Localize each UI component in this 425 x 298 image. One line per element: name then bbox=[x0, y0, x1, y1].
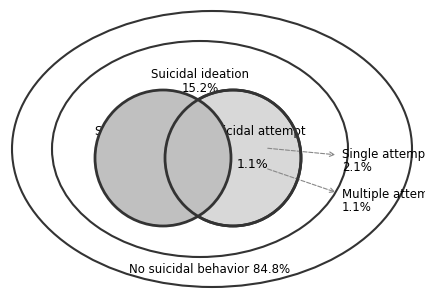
Text: 1.1%: 1.1% bbox=[342, 201, 372, 214]
Circle shape bbox=[165, 90, 301, 226]
Circle shape bbox=[95, 90, 231, 226]
Text: 1.2%: 1.2% bbox=[127, 158, 159, 171]
Text: 1.1%: 1.1% bbox=[237, 158, 269, 171]
Text: 2.1%: 2.1% bbox=[342, 161, 372, 174]
Text: Suicidal attempt: Suicidal attempt bbox=[208, 125, 306, 138]
Ellipse shape bbox=[12, 11, 412, 287]
Text: No suicidal behavior 84.8%: No suicidal behavior 84.8% bbox=[130, 263, 291, 276]
Text: Suicidal ideation: Suicidal ideation bbox=[151, 68, 249, 81]
Text: 2.1%: 2.1% bbox=[182, 158, 214, 171]
Text: 15.2%: 15.2% bbox=[181, 82, 218, 95]
Text: Multiple attempts: Multiple attempts bbox=[342, 188, 425, 201]
Text: Single attempt: Single attempt bbox=[342, 148, 425, 161]
Ellipse shape bbox=[52, 41, 348, 257]
Text: Suicidal plan: Suicidal plan bbox=[95, 125, 171, 138]
